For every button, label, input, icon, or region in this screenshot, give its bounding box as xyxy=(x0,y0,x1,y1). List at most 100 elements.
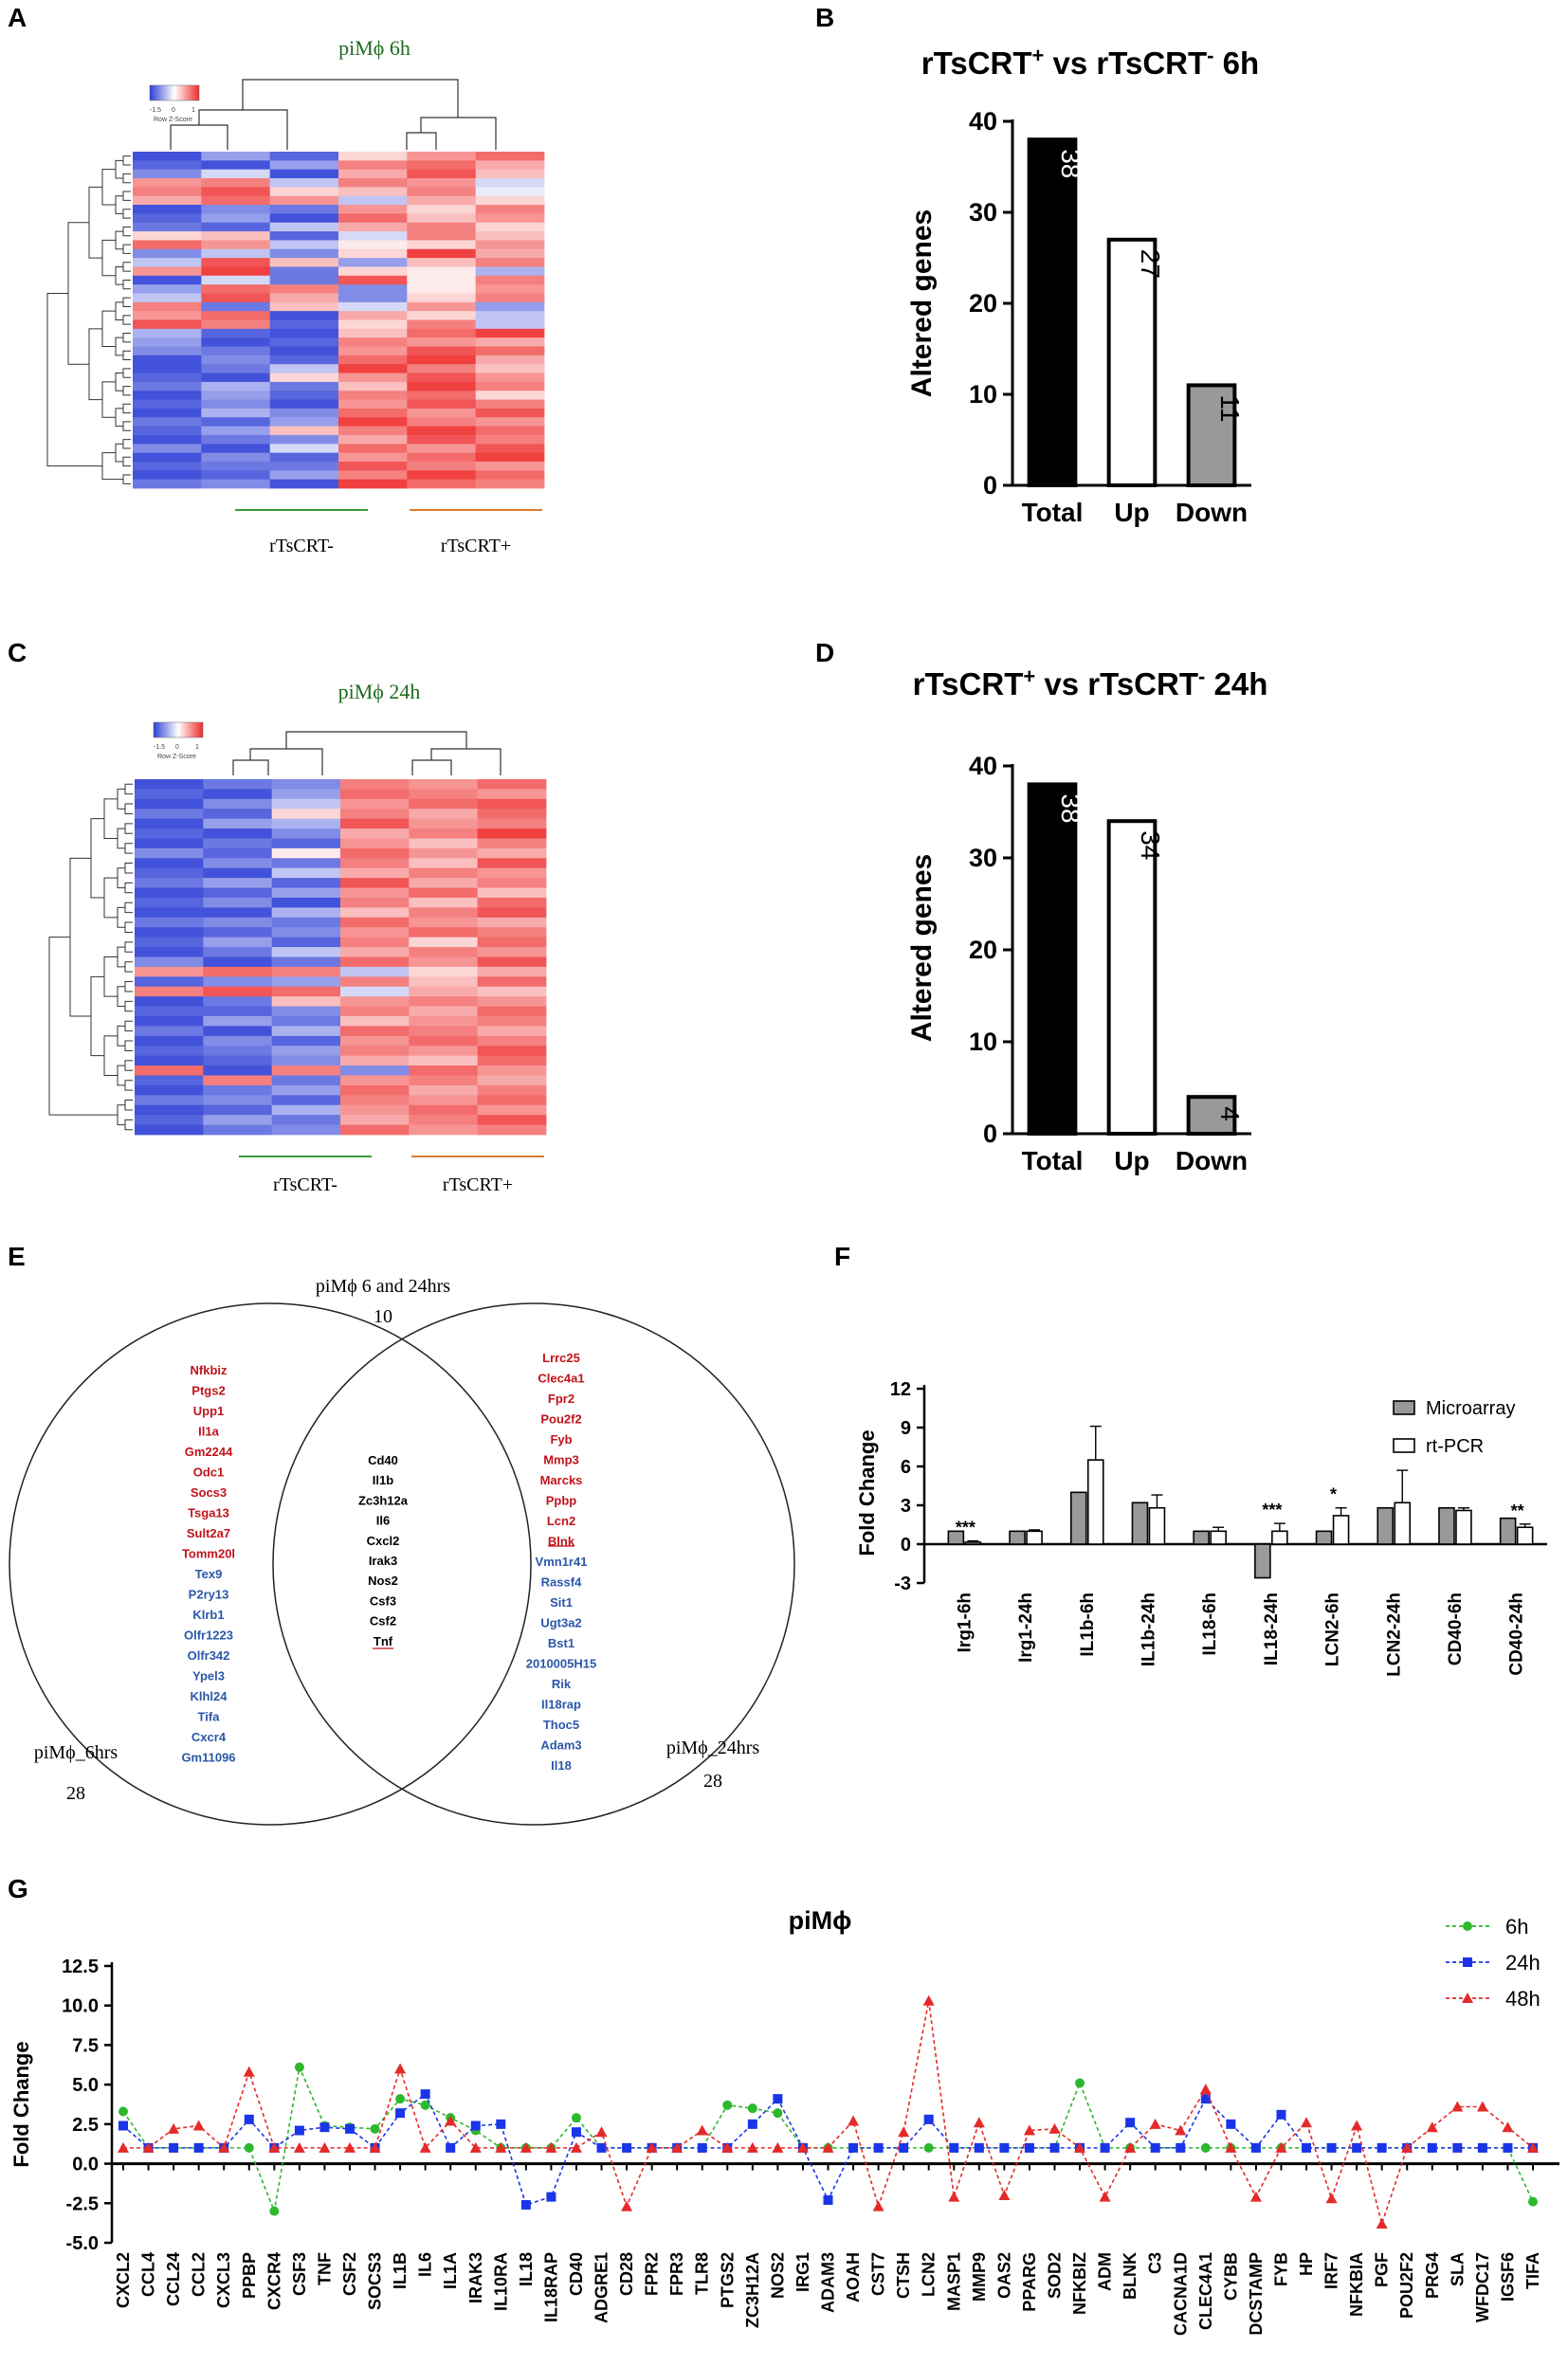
point-24h xyxy=(622,2142,632,2153)
point-6h xyxy=(1200,2142,1211,2153)
y-tick-label: 7.5 xyxy=(72,2035,99,2056)
gene-label: Tsga13 xyxy=(188,1506,229,1520)
heatmap-cell xyxy=(201,160,271,171)
heatmap-cell xyxy=(477,986,547,997)
heatmap-cell xyxy=(409,1055,479,1066)
bar-total xyxy=(1027,782,1078,1137)
heatmap-cell xyxy=(340,1124,410,1136)
heatmap-cell xyxy=(271,996,341,1007)
heatmap-cell xyxy=(203,789,273,800)
heatmap-cell xyxy=(407,364,477,373)
heatmap-cell xyxy=(133,364,202,373)
point-48h xyxy=(343,2141,356,2153)
heatmap-cell xyxy=(407,311,477,320)
point-6h xyxy=(1528,2196,1538,2207)
heatmap-cell xyxy=(201,355,271,365)
heatmap-cell xyxy=(133,293,202,303)
heatmap-cell xyxy=(338,417,408,428)
dendrogram-branch xyxy=(90,818,104,899)
heatmap-cell xyxy=(201,452,271,463)
heatmap-cell xyxy=(477,887,547,899)
point-48h xyxy=(948,2191,960,2202)
heatmap-cell xyxy=(135,947,204,957)
heatmap-cell xyxy=(338,328,408,338)
heatmap-cell xyxy=(477,858,547,869)
point-24h xyxy=(848,2142,859,2153)
legend-marker xyxy=(1463,1921,1472,1931)
legend-label: 48h xyxy=(1505,1987,1541,2011)
dendrogram-branch xyxy=(122,279,131,290)
heatmap-cell xyxy=(338,284,408,294)
y-tick-label: 40 xyxy=(969,107,997,136)
panel-label-a: A xyxy=(8,3,27,32)
point-24h xyxy=(520,2199,531,2210)
heatmap-cell xyxy=(340,986,410,997)
dendrogram-branch xyxy=(101,310,116,348)
dendrogram-branch xyxy=(124,1119,133,1131)
series-line-48h xyxy=(123,2000,1534,2227)
legend-tick-max: 1 xyxy=(195,744,199,751)
heatmap-cell xyxy=(407,444,477,454)
point-24h xyxy=(1452,2142,1463,2153)
heatmap-cell xyxy=(475,408,545,418)
point-24h xyxy=(119,2120,128,2131)
heatmap-cell xyxy=(475,213,545,224)
point-24h xyxy=(1302,2142,1312,2153)
y-tick-label: 40 xyxy=(969,752,997,780)
x-tick-label: TIFA xyxy=(1523,2252,1542,2289)
gene-label: Nfkbiz xyxy=(191,1363,228,1377)
timecourse-plot: -5.0 -2.5 0.0 2.5 5.0 7.5 10.0 12.5 CXCL2 CCL4 CCL… xyxy=(62,1915,1559,2336)
heatmap-cell xyxy=(271,1016,341,1027)
heatmap-cell xyxy=(409,1065,479,1076)
bar-microarray xyxy=(1131,1502,1149,1545)
dendrogram-branch xyxy=(117,986,125,1008)
gene-label: Rik xyxy=(552,1677,572,1691)
heatmap-cell xyxy=(409,1035,479,1046)
heatmap-cell xyxy=(407,399,477,410)
x-tick-label: PTGS2 xyxy=(718,2252,737,2308)
heatmap-cell xyxy=(409,847,479,859)
gene-label: P2ry13 xyxy=(189,1588,229,1602)
point-6h xyxy=(269,2206,280,2216)
heatmap-6h-cells xyxy=(133,152,545,489)
heatmap-cell xyxy=(203,847,273,859)
heatmap-cell xyxy=(271,809,341,820)
dendrogram-branch xyxy=(67,222,89,365)
gene-label: Ugt3a2 xyxy=(540,1616,581,1630)
heatmap-cell xyxy=(338,301,408,312)
legend-label: Row Z-Score xyxy=(154,117,192,123)
gene-label: Cd40 xyxy=(368,1453,398,1467)
dendrogram-branch xyxy=(122,155,131,166)
heatmap-cell xyxy=(203,1055,273,1066)
heatmap-cell xyxy=(409,1075,479,1086)
heatmap-cell xyxy=(201,187,271,197)
dendrogram-branch xyxy=(115,265,123,285)
heatmap-cell xyxy=(477,798,547,810)
point-48h xyxy=(1074,2141,1086,2153)
point-48h xyxy=(998,2189,1011,2200)
heatmap-cell xyxy=(475,355,545,365)
dendrogram-branch xyxy=(101,452,123,481)
dendrogram-branch xyxy=(124,1000,133,1012)
heatmap-cell xyxy=(269,205,339,214)
heatmap-cell xyxy=(338,346,408,356)
point-6h xyxy=(1075,2078,1085,2088)
heatmap-cell xyxy=(201,301,271,312)
heatmap-cell xyxy=(203,858,273,869)
point-48h xyxy=(1476,2101,1488,2112)
heatmap-cell xyxy=(269,399,339,410)
heatmap-cell xyxy=(409,1124,479,1136)
heatmap-cell xyxy=(407,452,477,463)
point-24h xyxy=(773,2094,783,2104)
heatmap-cell xyxy=(203,937,273,948)
heatmap-cell xyxy=(338,355,408,365)
legend-marker xyxy=(1462,1993,1473,2003)
heatmap-cell xyxy=(201,293,271,303)
gene-label: Il18rap xyxy=(541,1698,581,1712)
heatmap-cell xyxy=(135,1124,204,1136)
heatmap-cell xyxy=(340,976,410,988)
heatmap-cell xyxy=(407,213,477,224)
significance-mark: *** xyxy=(956,1519,975,1538)
heatmap-cell xyxy=(201,275,271,285)
dendrogram-branch xyxy=(117,1065,125,1086)
